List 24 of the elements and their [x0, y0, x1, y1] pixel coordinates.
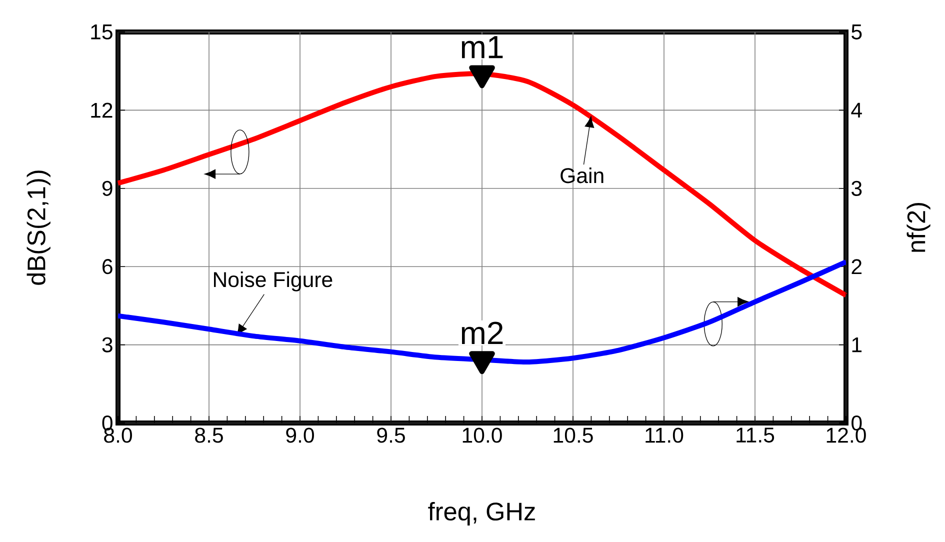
- y2-tick-label: 5: [852, 24, 862, 40]
- y2-tick-label: 3: [852, 180, 862, 196]
- x-tick-label: 10.5: [554, 428, 593, 443]
- x-tick-label: 9.0: [286, 428, 314, 443]
- annotation: m1: [462, 36, 503, 58]
- y2-tick-label: 4: [851, 102, 862, 118]
- y-tick-label: 12: [91, 102, 112, 118]
- x-tick-label: 11.5: [736, 428, 774, 443]
- y2-tick-label: 1: [852, 337, 862, 352]
- annotation: Noise Figure: [214, 272, 332, 292]
- x-axis-title: freq, GHz: [428, 502, 535, 526]
- x-tick-label: 10.0: [462, 428, 502, 443]
- x-tick-label: 8.5: [195, 428, 223, 443]
- annotation: Gain: [560, 168, 604, 184]
- y-axis-title: dB(S(2,1)): [26, 170, 50, 285]
- y-tick-label: 3: [102, 337, 112, 352]
- y2-axis-title: nf(2): [906, 203, 930, 252]
- y2-tick-label: 2: [852, 259, 862, 274]
- x-tick-label: 11.0: [646, 428, 684, 443]
- x-tick-label: 9.5: [377, 428, 405, 443]
- y-tick-label: 9: [102, 180, 112, 196]
- annotation: m2: [462, 322, 503, 344]
- y-tick-label: 6: [102, 259, 112, 274]
- y-tick-label: 15: [91, 24, 112, 40]
